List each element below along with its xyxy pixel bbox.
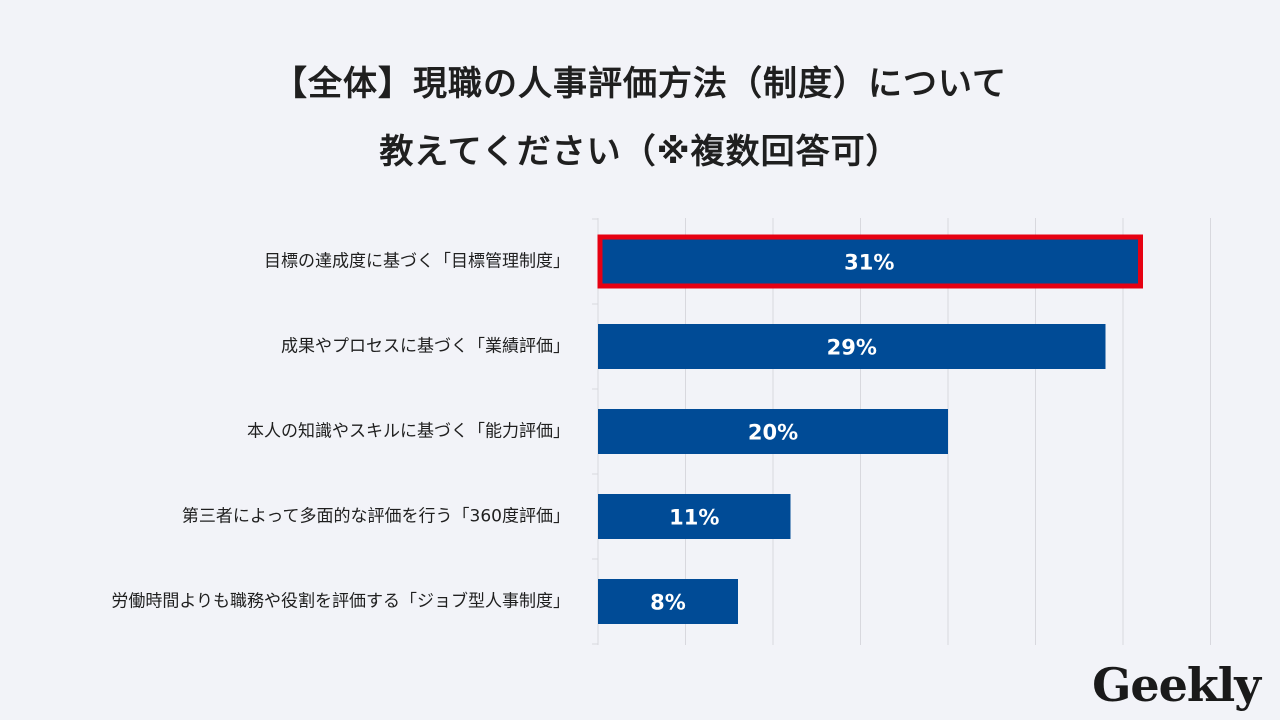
value-label: 31%: [844, 251, 894, 275]
category-label: 第三者によって多面的な評価を行う「360度評価」: [182, 507, 570, 527]
category-label: 目標の達成度に基づく「目標管理制度」: [264, 252, 570, 272]
highlight-frame: [597, 234, 1143, 289]
chart-title-line-1: 【全体】現職の人事評価方法（制度）について: [273, 64, 1007, 104]
bars: 31% 29% 20% 11% 8%: [597, 234, 1143, 624]
bar: [598, 239, 1141, 284]
category-label: 成果やプロセスに基づく「業績評価」: [281, 337, 570, 357]
category-label: 本人の知識やスキルに基づく「能力評価」: [247, 422, 570, 442]
value-label: 29%: [827, 336, 877, 360]
bar: [598, 494, 791, 539]
bar: [598, 324, 1106, 369]
geekly-logo: Geekly: [1092, 658, 1261, 712]
bar: [598, 409, 948, 454]
value-label: 11%: [669, 506, 719, 530]
bar: [598, 579, 738, 624]
category-labels: 目標の達成度に基づく「目標管理制度」成果やプロセスに基づく「業績評価」本人の知識…: [111, 252, 570, 612]
chart-title-line-2: 教えてください（※複数回答可）: [379, 132, 901, 172]
value-label: 8%: [650, 591, 686, 615]
category-label: 労働時間よりも職務や役割を評価する「ジョブ型人事制度」: [111, 591, 570, 612]
value-label: 20%: [748, 421, 798, 445]
